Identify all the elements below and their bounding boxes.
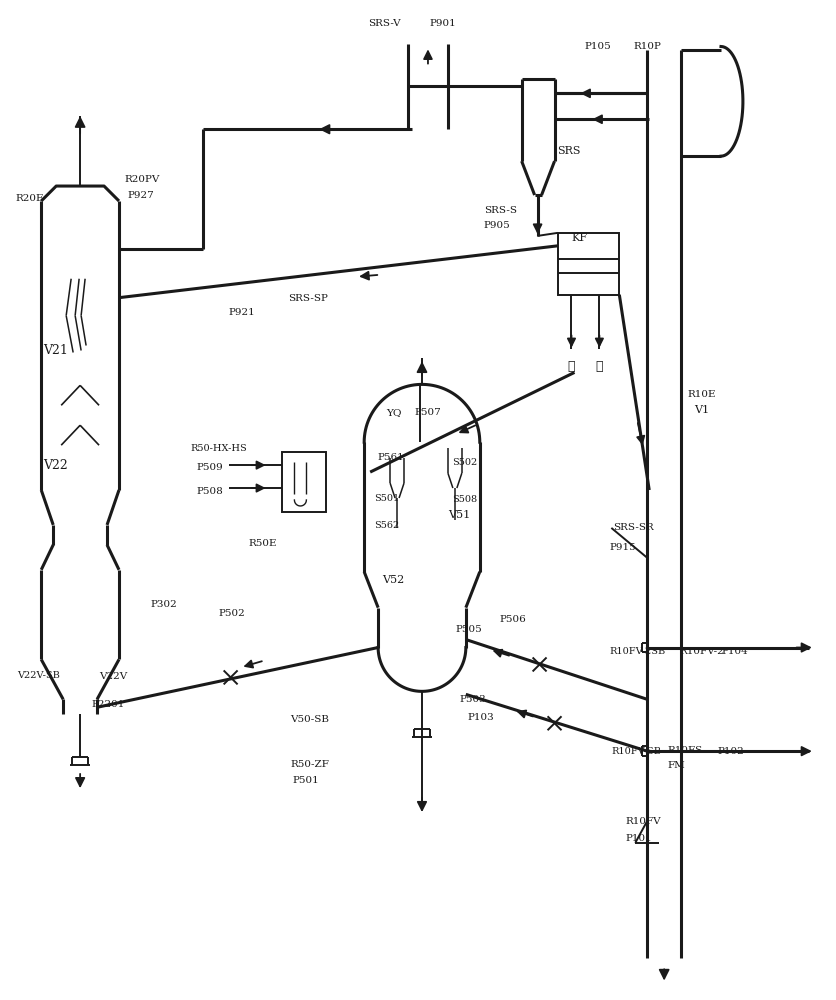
- Text: P506: P506: [500, 615, 527, 624]
- Text: V22V: V22V: [99, 672, 127, 681]
- Text: R50E: R50E: [248, 539, 277, 548]
- Text: P905: P905: [484, 221, 511, 230]
- Bar: [283, 452, 326, 512]
- Text: R10FV: R10FV: [625, 817, 661, 826]
- Text: V1: V1: [694, 405, 709, 415]
- Text: SRS-S: SRS-S: [484, 206, 517, 215]
- Text: 风: 风: [595, 360, 603, 373]
- Text: R10P: R10P: [634, 42, 661, 51]
- Text: P503: P503: [460, 695, 487, 704]
- Text: P505: P505: [456, 625, 482, 634]
- Text: P104: P104: [721, 647, 747, 656]
- Text: P103: P103: [468, 713, 495, 722]
- Text: V52: V52: [382, 575, 405, 585]
- Text: R50-ZF: R50-ZF: [290, 760, 329, 769]
- Text: R50-HX-HS: R50-HX-HS: [191, 444, 247, 453]
- Text: R10FS: R10FS: [667, 746, 702, 755]
- Text: S502: S502: [452, 458, 477, 467]
- Text: SRS-SP: SRS-SP: [288, 294, 329, 303]
- Text: P901: P901: [430, 19, 456, 28]
- Text: P302: P302: [150, 600, 177, 609]
- Text: R10FV-2SB: R10FV-2SB: [609, 647, 665, 656]
- Text: S562: S562: [375, 521, 400, 530]
- Text: V51: V51: [448, 510, 470, 520]
- Text: SRS-V: SRS-V: [368, 19, 400, 28]
- Text: SRS: SRS: [558, 146, 581, 156]
- Text: R10FV-SB: R10FV-SB: [611, 747, 661, 756]
- Text: P102: P102: [717, 747, 744, 756]
- Text: V22: V22: [43, 459, 68, 472]
- Text: P501: P501: [293, 776, 319, 785]
- Text: S501: S501: [375, 494, 400, 503]
- Text: P502: P502: [219, 609, 246, 618]
- Text: P921: P921: [228, 308, 255, 317]
- Text: KF: KF: [572, 233, 588, 243]
- Text: P927: P927: [127, 191, 154, 200]
- Text: V21: V21: [43, 344, 68, 357]
- Text: V22V-SB: V22V-SB: [18, 671, 60, 680]
- Text: P509: P509: [196, 463, 223, 472]
- Text: P915: P915: [609, 543, 636, 552]
- Text: R20PV: R20PV: [124, 175, 160, 184]
- Text: FM: FM: [667, 761, 685, 770]
- Text: SRS-SR: SRS-SR: [614, 523, 654, 532]
- Text: V50-SB: V50-SB: [290, 715, 329, 724]
- Text: P105: P105: [584, 42, 611, 51]
- Text: 风: 风: [568, 360, 575, 373]
- Text: P101: P101: [625, 834, 652, 843]
- Text: R20E: R20E: [15, 194, 43, 203]
- Text: P508: P508: [196, 487, 223, 496]
- Text: P2201: P2201: [91, 700, 125, 709]
- Text: R10FV-2: R10FV-2: [679, 647, 724, 656]
- Bar: [558, 233, 619, 295]
- Text: R10E: R10E: [687, 390, 716, 399]
- Text: P561: P561: [377, 453, 404, 462]
- Text: YQ: YQ: [386, 408, 401, 417]
- Text: S508: S508: [452, 495, 477, 504]
- Text: P507: P507: [414, 408, 441, 417]
